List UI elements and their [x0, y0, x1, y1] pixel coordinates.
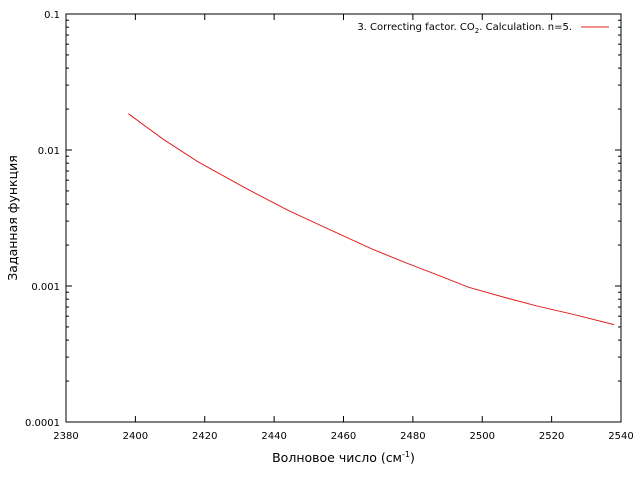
x-axis-title-sup: -1: [402, 450, 410, 459]
x-tick-label: 2400: [123, 431, 148, 442]
x-axis: 2380 2400 2420 2440 2460 2480 2500 2520 2540: [53, 14, 634, 442]
legend-label-part1: 3. Correcting factor. CO: [357, 22, 475, 33]
x-tick-label: 2380: [53, 431, 78, 442]
x-axis-title-main: Волновое число (см: [272, 450, 402, 465]
legend: 3. Correcting factor. CO2. Calculation. …: [357, 22, 609, 35]
x-axis-title: Волновое число (см-1): [272, 450, 415, 465]
series-line: [128, 113, 615, 326]
legend-label-part2: . Calculation. n=5.: [479, 22, 572, 33]
y-tick-label: 0.01: [38, 146, 60, 157]
plot-frame: [65, 13, 622, 423]
x-tick-label: 2460: [331, 431, 356, 442]
y-tick-label: 0.1: [44, 10, 60, 21]
x-tick-label: 2480: [400, 431, 425, 442]
y-tick-label: 0.0001: [25, 418, 60, 429]
x-tick-label: 2500: [470, 431, 495, 442]
y-axis-title: Заданная функция: [5, 155, 20, 280]
x-tick-label: 2420: [192, 431, 217, 442]
x-tick-label: 2520: [539, 431, 564, 442]
x-axis-title-end: ): [410, 450, 415, 465]
legend-label-sub: 2: [475, 27, 479, 35]
y-axis: 0.0001 0.001 0.01 0.1: [25, 10, 621, 429]
y-tick-label: 0.001: [31, 282, 60, 293]
x-tick-label: 2440: [261, 431, 286, 442]
legend-label: 3. Correcting factor. CO2. Calculation. …: [357, 22, 572, 35]
x-tick-label: 2540: [608, 431, 633, 442]
